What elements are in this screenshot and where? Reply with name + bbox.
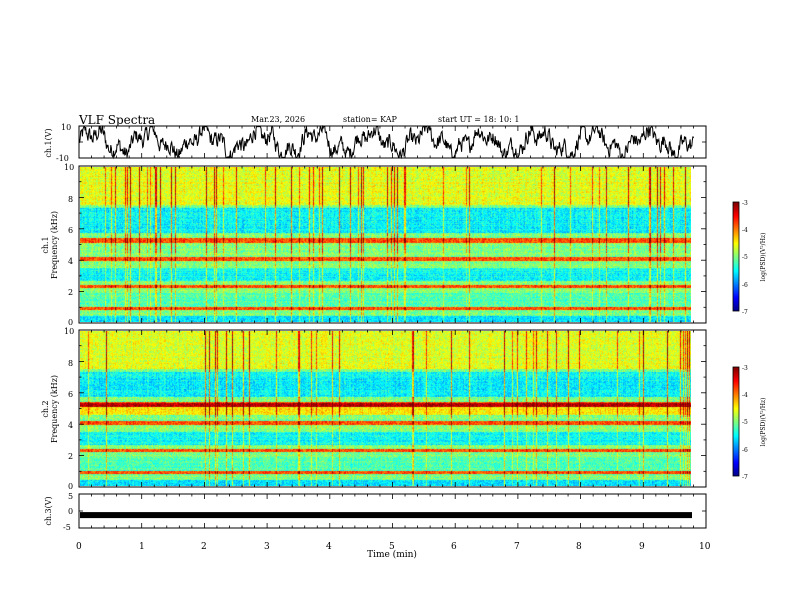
spec2-ytick: 10 <box>64 327 74 336</box>
cbar2-tick: -4 <box>742 392 748 399</box>
ch3-signal-frame <box>78 493 707 529</box>
x-tick-label: 2 <box>201 542 207 552</box>
ch1-spectrogram-ylabel: Frequency (kHz) <box>50 211 59 279</box>
x-tick-label: 5 <box>389 542 395 552</box>
ch1-waveform-line <box>78 124 694 160</box>
ch1-spectrogram-channel-label: ch.1 <box>41 236 50 253</box>
spec2-ytick: 0 <box>68 482 73 491</box>
ch1-spectrogram-image <box>80 167 691 322</box>
x-tick-label: 0 <box>76 542 82 552</box>
x-tick-label: 1 <box>139 542 145 552</box>
spec1-ytick: 8 <box>68 195 73 204</box>
spec2-ytick: 4 <box>68 421 73 430</box>
ch2-spectrogram-image <box>80 331 691 486</box>
cbar1-tick: -7 <box>742 309 748 316</box>
axis-ticks <box>78 125 707 529</box>
cbar1-tick: -6 <box>742 282 748 289</box>
ch2-colorbar-label: log(PSD)(V²/Hz) <box>760 398 767 447</box>
ch1-ytick-top: 10 <box>61 123 71 132</box>
ch3-ytick-mid: 0 <box>68 507 73 516</box>
ch2-spectrogram-yticks: 10 8 6 4 2 0 <box>64 327 74 491</box>
chart-title: VLF Spectra <box>79 113 156 127</box>
ch1-colorbar-frame <box>732 201 740 312</box>
spec1-ytick: 6 <box>68 226 73 235</box>
ch2-spectrogram-ylabel: Frequency (kHz) <box>50 375 59 443</box>
ch2-colorbar-frame <box>732 366 740 477</box>
ch1-ytick-bottom: -10 <box>56 154 69 163</box>
cbar2-tick: -5 <box>742 419 748 426</box>
ch1-colorbar-ticks: -3 -4 -5 -6 -7 <box>742 200 748 316</box>
x-tick-label: 6 <box>451 542 457 552</box>
ch3-ytick-top: 5 <box>68 492 73 501</box>
spec2-ytick: 6 <box>68 390 73 399</box>
x-tick-labels: 0 1 2 3 4 5 6 7 8 9 10 <box>76 542 711 552</box>
spec1-ytick: 4 <box>68 257 73 266</box>
cbar2-tick: -3 <box>742 365 748 372</box>
ch1-spectrogram-frame <box>78 165 707 324</box>
ch3-ytick-bottom: -5 <box>63 523 71 532</box>
date-label: Mar.23, 2026 <box>251 115 306 124</box>
cbar1-tick: -5 <box>742 254 748 261</box>
ch1-spectrogram-yticks: 10 8 6 4 2 0 <box>64 163 74 327</box>
spec2-ytick: 2 <box>68 452 73 461</box>
start-time-label: start UT = 18: 10: 1 <box>438 115 520 124</box>
cbar2-tick: -7 <box>742 474 748 481</box>
x-tick-label: 8 <box>576 542 582 552</box>
cbar2-tick: -6 <box>742 447 748 454</box>
spec1-ytick: 10 <box>64 163 74 172</box>
x-tick-label: 9 <box>639 542 645 552</box>
cbar1-tick: -3 <box>742 200 748 207</box>
station-label: station= KAP <box>343 115 397 124</box>
ch1-colorbar-label: log(PSD)(V²/Hz) <box>760 233 767 282</box>
ch2-colorbar <box>733 367 739 476</box>
x-tick-label: 10 <box>699 542 711 552</box>
spec2-ytick: 8 <box>68 359 73 368</box>
ch1-colorbar <box>733 202 739 311</box>
x-tick-label: 3 <box>264 542 270 552</box>
ch2-spectrogram-frame <box>78 329 707 488</box>
ch3-signal-line <box>80 512 692 519</box>
x-axis-label: Time (min) <box>367 549 417 560</box>
ch2-colorbar-ticks: -3 -4 -5 -6 -7 <box>742 365 748 481</box>
cbar1-tick: -4 <box>742 227 748 234</box>
spec1-ytick: 2 <box>68 288 73 297</box>
x-tick-label: 4 <box>326 542 332 552</box>
x-tick-label: 7 <box>514 542 520 552</box>
ch2-spectrogram-channel-label: ch.2 <box>41 400 50 417</box>
ch1-waveform-ylabel: ch.1(V) <box>44 128 53 157</box>
spec1-ytick: 0 <box>68 318 73 327</box>
ch3-ylabel: ch.3(V) <box>44 496 53 525</box>
